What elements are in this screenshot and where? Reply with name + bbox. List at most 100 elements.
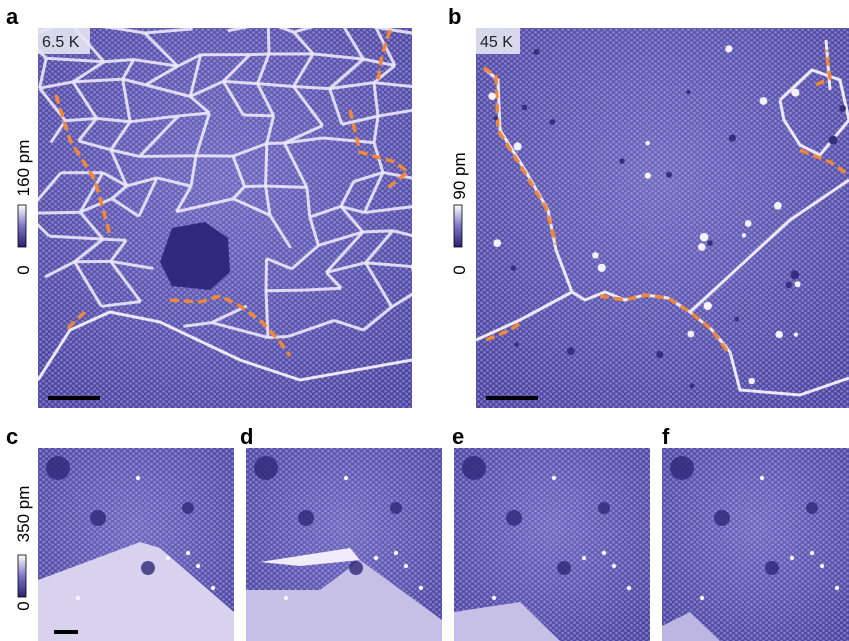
adsorbate [493,239,502,247]
adsorbate [75,595,81,601]
grain-boundary [277,28,295,34]
colorbar [453,204,463,248]
adsorbate [514,342,519,347]
grain-boundary [305,187,312,218]
adsorbate [510,265,517,271]
adsorbate [741,233,747,238]
dashed-boundary [376,29,392,81]
grain-boundary [265,184,307,189]
grain-boundary [283,124,324,145]
colorbar-min: 0 [14,265,33,274]
grain-boundary [364,261,394,308]
grain-boundary [72,77,123,84]
stm-image [662,448,849,641]
adsorbate [592,252,599,259]
grain-boundary [415,53,419,87]
adsorbate [793,332,799,337]
grain-boundary [102,171,128,188]
grain-boundary [232,185,246,200]
grain-boundary [78,139,112,152]
grain-boundary [129,114,179,124]
adsorbate [734,316,740,322]
adsorbate [403,563,409,569]
grain-boundary [145,83,191,98]
adsorbate [551,475,557,481]
depression [557,561,571,575]
depression [390,502,402,514]
grain-boundary [268,214,292,249]
grain-boundary [290,244,320,270]
adsorbate [790,270,800,280]
grain-boundary [390,292,412,309]
adsorbate [210,585,216,591]
grain-boundary [363,171,385,214]
grain-boundary [249,52,270,57]
grain-boundary [476,290,573,342]
grain-boundary [342,28,365,60]
grain-boundary [308,216,320,246]
adsorbate [521,104,528,111]
grain-boundary [318,230,364,247]
adsorbate [488,92,496,101]
stm-image [476,28,849,408]
adsorbate [619,158,625,164]
adsorbate [699,232,709,242]
grain-boundary [325,261,366,274]
grain-boundary [265,115,276,144]
adsorbate [748,377,755,385]
adsorbate [549,119,556,125]
depression [254,456,278,480]
adsorbate [794,281,801,288]
grain-boundary [178,111,210,118]
grain-boundary [373,64,396,84]
adsorbate [809,550,815,556]
adsorbate [626,585,632,591]
grain-boundary [266,141,285,146]
panel-label: e [452,424,464,449]
adsorbate [744,220,752,227]
temperature-label: 6.5 K [42,34,80,51]
adsorbate [135,475,141,481]
grain-boundary [109,120,132,151]
adsorbate [581,555,587,561]
grain-boundary [328,88,344,125]
grain-boundary [292,85,324,127]
adsorbate [373,555,379,561]
temperature-tag [38,28,90,54]
panel-label: b [448,4,461,29]
grain-boundary [38,47,48,60]
grain-boundary [175,185,193,213]
depression [298,510,314,526]
adsorbate [699,595,705,601]
grain-boundary [292,53,315,88]
depression [598,502,610,514]
grain-boundary [143,31,179,68]
grain-boundary [79,197,113,214]
grain-boundary [329,81,375,91]
adsorbate [785,281,792,289]
adsorbate [283,595,289,601]
adsorbate [707,240,713,246]
colorbar-max: 90 pm [450,152,469,199]
panel-label: a [6,4,19,29]
grain-boundary [77,117,98,142]
temperature-label: 45 K [480,34,513,51]
grain-boundary [109,239,128,263]
grain-boundary [223,79,258,86]
grain-boundary [414,148,418,180]
grain-boundary [325,271,343,290]
grain-boundary [109,260,142,303]
colorbar-max: 350 pm [14,486,33,543]
depression [90,510,106,526]
adsorbate [513,142,522,151]
panel-label: f [662,424,670,449]
grain-boundary [340,204,365,215]
grain-boundary [309,204,342,219]
grain-boundary [137,177,159,218]
grain-boundary [372,82,380,117]
grain-boundary [194,112,211,157]
grain-boundary [38,210,81,215]
adsorbate [828,135,838,145]
grain-boundary [377,108,412,118]
